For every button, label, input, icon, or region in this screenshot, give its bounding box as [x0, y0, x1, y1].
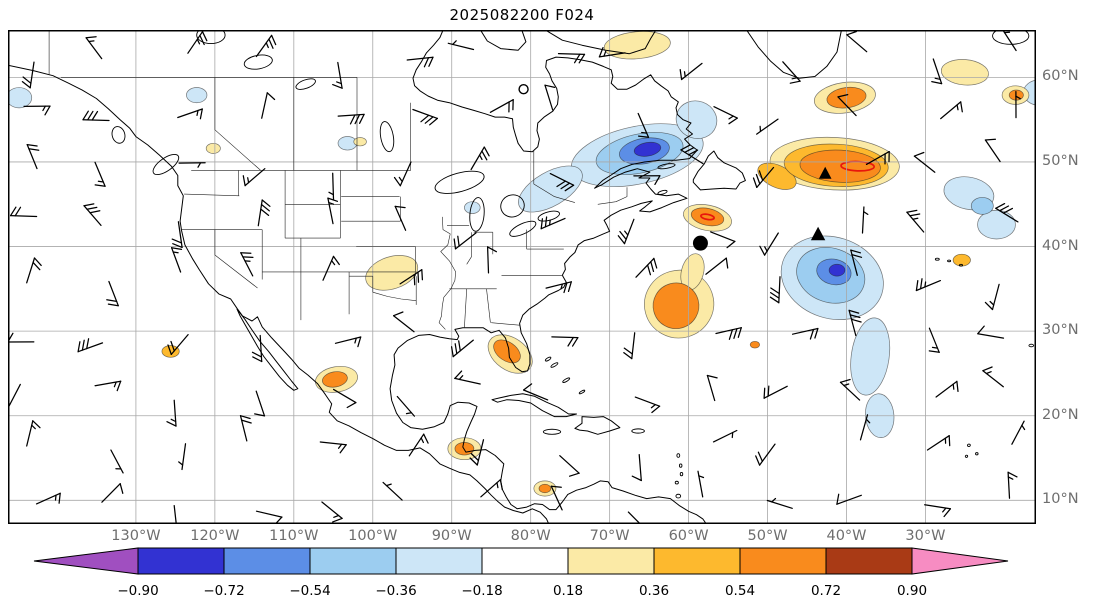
filled-dot-marker [692, 235, 708, 251]
coastline-layer [8, 30, 1035, 524]
colorbar-cell [309, 547, 397, 575]
plot-frame [8, 30, 1036, 524]
graticule-layer [8, 30, 1036, 524]
triangle-marker [818, 166, 832, 179]
colorbar-cell [567, 547, 655, 575]
colorbar-tick-label: 0.72 [811, 583, 841, 599]
colorbar-cell [653, 547, 741, 575]
lon-tick-label: 90°W [431, 528, 472, 544]
lon-tick-label: 70°W [589, 528, 630, 544]
lon-tick-label: 60°W [668, 528, 709, 544]
triangle-marker [810, 226, 826, 241]
markers-layer [518, 84, 832, 251]
lat-tick-label: 10°N [1042, 491, 1079, 508]
lat-tick-label: 40°N [1042, 237, 1079, 254]
anomaly-shading-layer [8, 31, 1036, 497]
colorbar-tick-label: −0.72 [203, 583, 244, 599]
lat-tick-label: 50°N [1042, 152, 1079, 169]
figure-title: 2025082200 F024 [449, 6, 595, 24]
colorbar-tick-label: 0.36 [639, 583, 669, 599]
colorbar-tick-label: 0.90 [897, 583, 927, 599]
lon-tick-label: 40°W [826, 528, 867, 544]
state-borders-layer [48, 30, 628, 330]
colorbar-tick-label: −0.18 [461, 583, 502, 599]
lat-tick-label: 60°N [1042, 68, 1079, 85]
wind-barbs-layer [8, 30, 1026, 524]
colorbar-cell [223, 547, 311, 575]
colorbar-tick-label: 0.54 [725, 583, 755, 599]
colorbar-cell [395, 547, 483, 575]
colorbar-tick-label: −0.90 [117, 583, 158, 599]
red-contour-layer [700, 160, 876, 221]
colorbar-tick-label: 0.18 [553, 583, 583, 599]
lon-tick-label: 100°W [348, 528, 398, 544]
lon-tick-label: 120°W [190, 528, 240, 544]
lon-tick-label: 80°W [510, 528, 551, 544]
lon-tick-label: 130°W [111, 528, 161, 544]
colorbar-left-arrow [33, 547, 139, 575]
colorbar-right-arrow [911, 547, 1009, 575]
colorbar-cell [825, 547, 913, 575]
colorbar-cell [137, 547, 225, 575]
open-circle-marker [518, 84, 529, 95]
lat-tick-label: 20°N [1042, 406, 1079, 423]
lon-tick-label: 30°W [905, 528, 946, 544]
map-canvas [8, 30, 1036, 524]
colorbar-tick-label: −0.36 [375, 583, 416, 599]
lon-tick-label: 110°W [269, 528, 319, 544]
lat-tick-label: 30°N [1042, 322, 1079, 339]
colorbar: −0.90 −0.72 −0.54 −0.36 −0.18 0.18 0.36 0.54 0.7… [33, 547, 1009, 599]
colorbar-tick-label: −0.54 [289, 583, 330, 599]
colorbar-cell [481, 547, 569, 575]
lon-tick-label: 50°W [747, 528, 788, 544]
colorbar-cell [739, 547, 827, 575]
